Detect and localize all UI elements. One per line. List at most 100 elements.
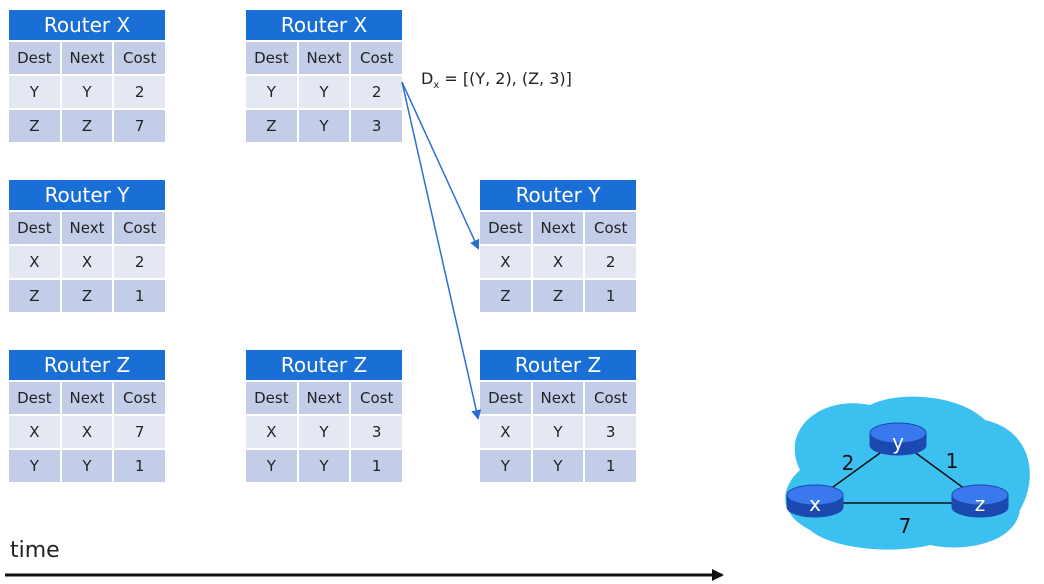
table-header-row: Dest Next Cost	[480, 382, 637, 416]
table-cell: 1	[114, 450, 166, 484]
table-cell: Y	[532, 416, 586, 450]
table-cell: X	[61, 246, 115, 280]
column-header: Cost	[351, 382, 403, 416]
column-header: Next	[61, 382, 115, 416]
table-cell: 1	[585, 450, 637, 484]
table-router-x-initial: Router X Dest Next Cost Y Y 2 Z Z 7	[9, 10, 166, 144]
link-cost-yz: 1	[946, 449, 959, 473]
column-header: Dest	[246, 42, 299, 76]
column-header: Cost	[114, 42, 166, 76]
column-header: Cost	[585, 212, 637, 246]
table-cell: 3	[351, 416, 403, 450]
dv-prefix: D	[421, 69, 434, 88]
table-cell: 2	[351, 76, 403, 110]
table-title: Router X	[246, 10, 402, 42]
dv-subscript: x	[433, 80, 440, 92]
table-cell: 2	[585, 246, 637, 280]
table-cell: Y	[298, 416, 352, 450]
column-header: Dest	[9, 382, 62, 416]
column-header: Dest	[9, 42, 62, 76]
table-cell: Z	[9, 110, 62, 144]
table-cell: Y	[61, 76, 115, 110]
column-header: Cost	[351, 42, 403, 76]
table-cell: X	[9, 246, 62, 280]
table-header-row: Dest Next Cost	[9, 382, 166, 416]
table-cell: 1	[351, 450, 403, 484]
table-title: Router Z	[480, 350, 636, 382]
link-cost-xz: 7	[899, 514, 912, 538]
node-label-x: x	[809, 492, 821, 516]
table-cell: 2	[114, 76, 166, 110]
table-cell: Z	[9, 280, 62, 314]
table-cell: X	[61, 416, 115, 450]
table-header-row: Dest Next Cost	[246, 382, 403, 416]
table-title: Router Y	[9, 180, 165, 212]
table-cell: Z	[61, 110, 115, 144]
table-cell: 1	[114, 280, 166, 314]
table-title: Router Z	[246, 350, 402, 382]
link-cost-xy: 2	[842, 451, 855, 475]
table-cell: X	[480, 246, 533, 280]
table-cell: Y	[298, 110, 352, 144]
column-header: Next	[298, 382, 352, 416]
table-header-row: Dest Next Cost	[9, 212, 166, 246]
table-cell: X	[480, 416, 533, 450]
table-header-row: Dest Next Cost	[246, 42, 403, 76]
table-cell: Z	[61, 280, 115, 314]
table-cell: Y	[246, 450, 299, 484]
node-label-y: y	[892, 430, 904, 454]
table-cell: X	[246, 416, 299, 450]
column-header: Next	[298, 42, 352, 76]
dv-value: = [(Y, 2), (Z, 3)]	[439, 69, 572, 88]
table-cell: Y	[9, 76, 62, 110]
column-header: Next	[61, 212, 115, 246]
table-router-y-received: Router Y Dest Next Cost X X 2 Z Z 1	[480, 180, 637, 314]
column-header: Next	[61, 42, 115, 76]
table-cell: 3	[585, 416, 637, 450]
column-header: Dest	[480, 212, 533, 246]
table-router-x-updated: Router X Dest Next Cost Y Y 2 Z Y 3	[246, 10, 403, 144]
table-cell: Y	[298, 450, 352, 484]
column-header: Dest	[246, 382, 299, 416]
dv-arrow-to-z	[401, 81, 482, 420]
table-title: Router Y	[480, 180, 636, 212]
table-cell: 3	[351, 110, 403, 144]
table-cell: 7	[114, 416, 166, 450]
table-cell: Y	[532, 450, 586, 484]
table-router-y-initial: Router Y Dest Next Cost X X 2 Z Z 1	[9, 180, 166, 314]
column-header: Dest	[480, 382, 533, 416]
column-header: Next	[532, 212, 586, 246]
router-node-z: z	[951, 484, 1009, 518]
table-cell: 7	[114, 110, 166, 144]
column-header: Cost	[585, 382, 637, 416]
table-cell: Z	[246, 110, 299, 144]
column-header: Next	[532, 382, 586, 416]
table-cell: Z	[480, 280, 533, 314]
table-router-z-received: Router Z Dest Next Cost X Y 3 Y Y 1	[480, 350, 637, 484]
table-cell: Z	[532, 280, 586, 314]
column-header: Cost	[114, 212, 166, 246]
time-label: time	[10, 538, 60, 563]
table-cell: X	[9, 416, 62, 450]
table-cell: 2	[114, 246, 166, 280]
router-node-x: x	[786, 484, 844, 518]
column-header: Dest	[9, 212, 62, 246]
distance-vector-label: Dx = [(Y, 2), (Z, 3)]	[421, 69, 572, 91]
dv-arrow-to-y	[401, 81, 480, 250]
column-header: Cost	[114, 382, 166, 416]
table-cell: Y	[9, 450, 62, 484]
table-title: Router Z	[9, 350, 165, 382]
